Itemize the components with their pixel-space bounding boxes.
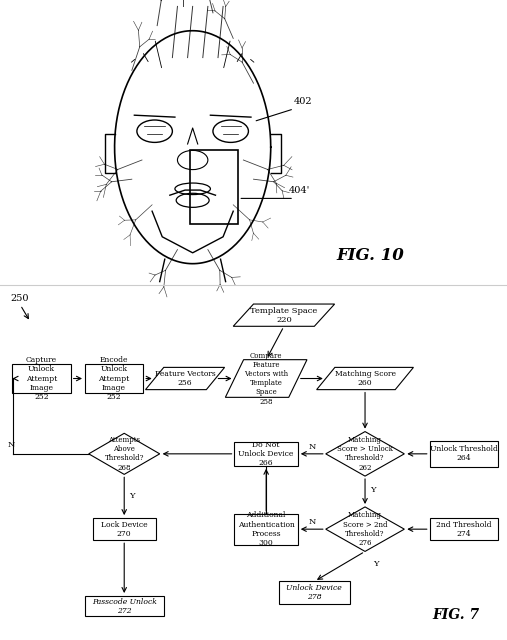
Text: Matching
Score > Unlock
Threshold?
262: Matching Score > Unlock Threshold? 262: [337, 436, 393, 472]
Text: FIG. 10: FIG. 10: [336, 248, 404, 264]
Text: Feature Vectors
256: Feature Vectors 256: [155, 370, 215, 387]
Text: Matching
Score > 2nd
Threshold?
276: Matching Score > 2nd Threshold? 276: [343, 511, 387, 547]
Text: 402: 402: [294, 97, 313, 106]
Text: Y: Y: [129, 492, 135, 500]
Text: Attempts
Above
Threshold?
268: Attempts Above Threshold? 268: [104, 436, 144, 472]
Text: Y: Y: [373, 561, 378, 568]
Text: Matching Score
260: Matching Score 260: [335, 370, 395, 387]
Text: FIG. 7: FIG. 7: [433, 608, 480, 622]
Text: Y: Y: [370, 486, 376, 493]
Text: Passcode Unlock
272: Passcode Unlock 272: [92, 598, 157, 615]
Text: Capture
Unlock
Attempt
Image
252: Capture Unlock Attempt Image 252: [26, 356, 57, 401]
Text: 250: 250: [10, 294, 28, 303]
Text: Encode
Unlock
Attempt
Image
252: Encode Unlock Attempt Image 252: [98, 356, 130, 401]
Text: 2nd Threshold
274: 2nd Threshold 274: [436, 520, 492, 538]
Text: Do Not
Unlock Device
266: Do Not Unlock Device 266: [238, 440, 294, 467]
Text: Additional
Authentication
Process
300: Additional Authentication Process 300: [238, 511, 295, 547]
Text: Template Space
220: Template Space 220: [250, 307, 317, 324]
Text: N: N: [308, 518, 315, 526]
Text: 404': 404': [289, 186, 310, 195]
Text: Compare
Feature
Vectors with
Template
Space
258: Compare Feature Vectors with Template Sp…: [244, 351, 288, 406]
Text: N: N: [8, 442, 15, 449]
Bar: [190, 150, 238, 224]
Text: Unlock Device
278: Unlock Device 278: [286, 584, 342, 601]
Text: Lock Device
270: Lock Device 270: [101, 520, 148, 538]
Text: Unlock Threshold
264: Unlock Threshold 264: [430, 445, 498, 463]
Text: N: N: [308, 443, 315, 451]
